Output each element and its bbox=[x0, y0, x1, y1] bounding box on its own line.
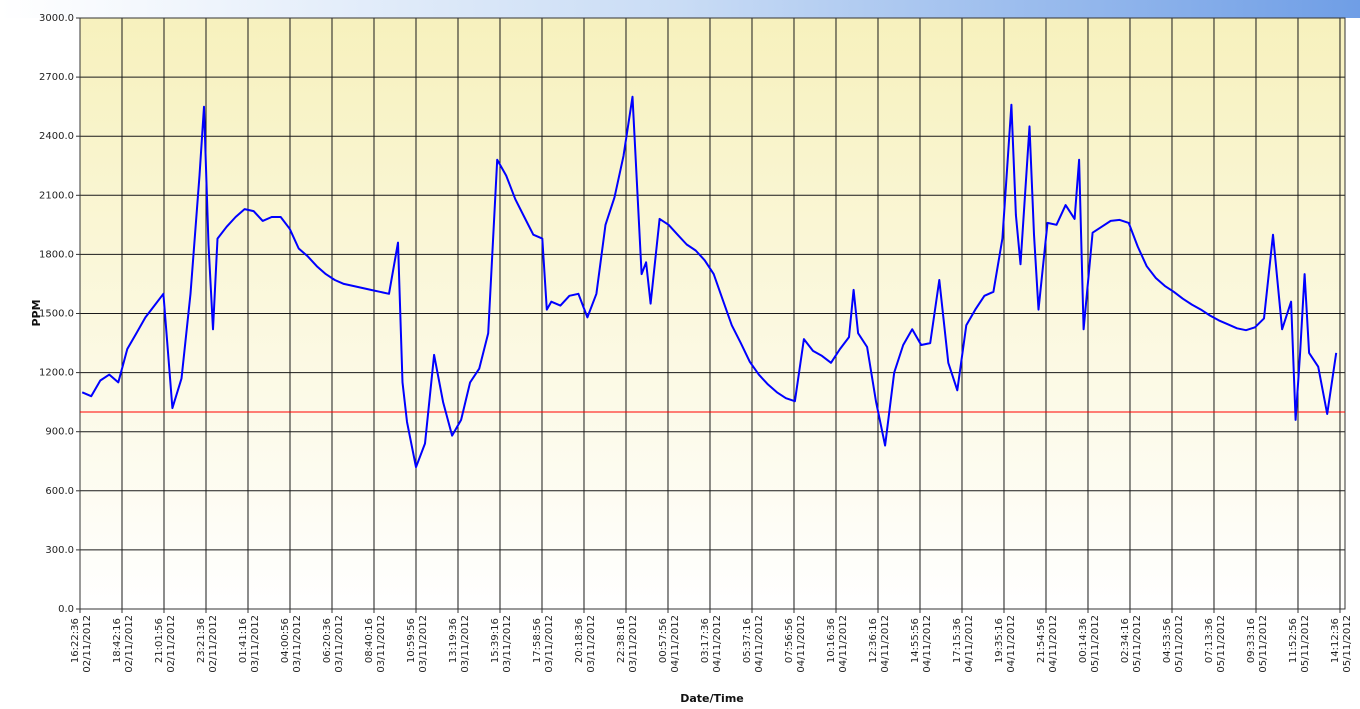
x-tick-label: 05:37:16 04/11/2012 bbox=[742, 615, 765, 673]
x-tick-label: 19:35:16 04/11/2012 bbox=[994, 615, 1017, 673]
y-tick-label: 0.0 bbox=[58, 604, 74, 615]
x-tick-label: 16:22:36 02/11/2012 bbox=[70, 615, 93, 673]
x-tick-label: 17:58:56 03/11/2012 bbox=[532, 615, 555, 673]
x-tick-label: 02:34:16 05/11/2012 bbox=[1120, 615, 1143, 673]
x-tick-label: 15:39:16 03/11/2012 bbox=[490, 615, 513, 673]
x-tick-label: 18:42:16 02/11/2012 bbox=[112, 615, 135, 673]
x-tick-label: 14:55:56 04/11/2012 bbox=[910, 615, 933, 673]
y-tick-label: 2700.0 bbox=[39, 72, 74, 83]
x-tick-label: 08:40:16 03/11/2012 bbox=[364, 615, 387, 673]
x-tick-label: 00:14:36 05/11/2012 bbox=[1078, 615, 1101, 673]
x-tick-label: 09:33:16 05/11/2012 bbox=[1246, 615, 1269, 673]
x-tick-label: 11:52:56 05/11/2012 bbox=[1288, 615, 1311, 673]
window-band bbox=[0, 0, 1360, 18]
x-tick-label: 22:38:16 03/11/2012 bbox=[616, 615, 639, 673]
x-tick-label: 17:15:36 04/11/2012 bbox=[952, 615, 975, 673]
x-tick-label: 14:12:36 05/11/2012 bbox=[1330, 615, 1353, 673]
grid bbox=[76, 17, 1346, 613]
x-tick-label: 21:01:56 02/11/2012 bbox=[154, 615, 177, 673]
x-tick-label: 00:57:56 04/11/2012 bbox=[658, 615, 681, 673]
y-axis-title: PPM bbox=[30, 299, 43, 326]
y-tick-label: 3000.0 bbox=[39, 13, 74, 24]
x-tick-label: 10:16:36 04/11/2012 bbox=[826, 615, 849, 673]
y-tick-label: 2400.0 bbox=[39, 131, 74, 142]
x-tick-label: 21:54:56 04/11/2012 bbox=[1036, 615, 1059, 673]
y-tick-label: 1200.0 bbox=[39, 368, 74, 379]
x-tick-label: 07:56:56 04/11/2012 bbox=[784, 615, 807, 673]
y-tick-label: 600.0 bbox=[45, 486, 74, 497]
y-tick-label: 1800.0 bbox=[39, 249, 74, 260]
x-axis-title: Date/Time bbox=[680, 692, 744, 705]
marks bbox=[80, 95, 1345, 469]
x-tick-label: 03:17:36 04/11/2012 bbox=[700, 615, 723, 673]
x-tick-label: 04:00:56 03/11/2012 bbox=[280, 615, 303, 673]
labels: 0.0 300.0 600.0 900.0 1200.0 1500.0 1800.0 2100… bbox=[39, 13, 1353, 673]
x-tick-label: 04:53:56 05/11/2012 bbox=[1162, 615, 1185, 673]
data-line bbox=[81, 95, 1338, 469]
y-tick-label: 300.0 bbox=[45, 545, 74, 556]
plot-border bbox=[79, 17, 1346, 610]
x-tick-label: 10:59:56 03/11/2012 bbox=[406, 615, 429, 673]
x-tick-label: 13:19:36 03/11/2012 bbox=[448, 615, 471, 673]
x-tick-label: 06:20:36 03/11/2012 bbox=[322, 615, 345, 673]
x-tick-label: 12:36:16 04/11/2012 bbox=[868, 615, 891, 673]
x-tick-label: 07:13:36 05/11/2012 bbox=[1204, 615, 1227, 673]
y-tick-label: 900.0 bbox=[45, 427, 74, 438]
x-tick-label: 20:18:36 03/11/2012 bbox=[574, 615, 597, 673]
x-tick-label: 23:21:36 02/11/2012 bbox=[196, 615, 219, 673]
y-tick-label: 2100.0 bbox=[39, 190, 74, 201]
x-tick-label: 01:41:16 03/11/2012 bbox=[238, 615, 261, 673]
y-tick-label: 1500.0 bbox=[39, 309, 74, 320]
